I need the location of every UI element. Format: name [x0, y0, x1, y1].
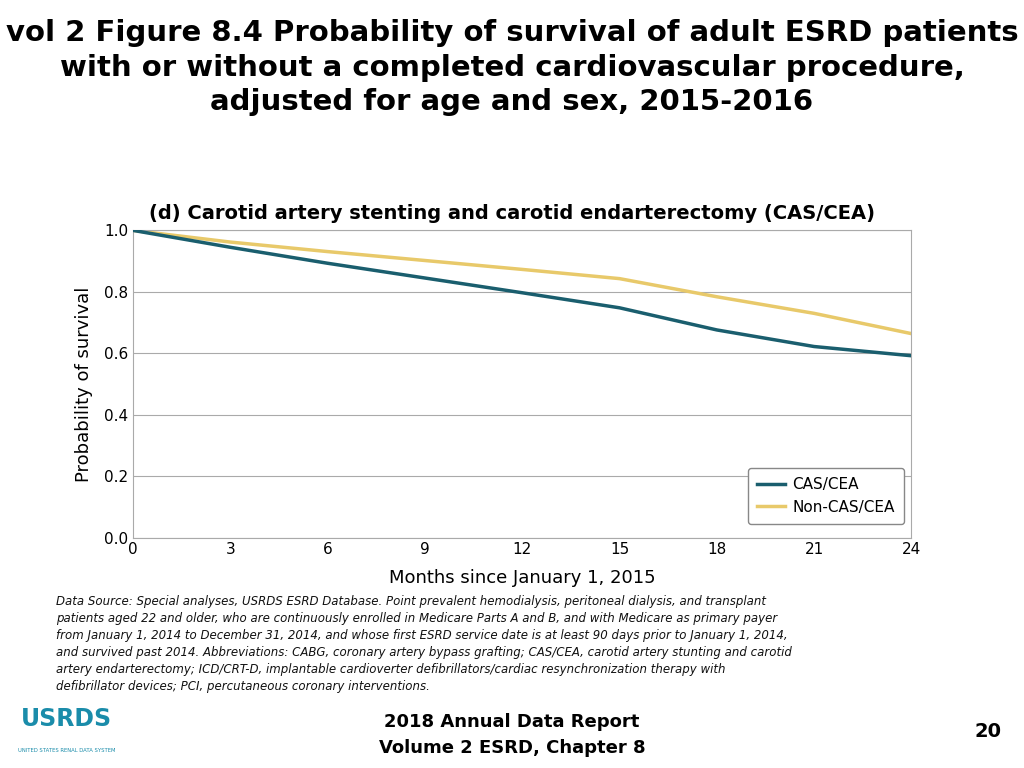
Text: vol 2 Figure 8.4 Probability of survival of adult ESRD patients
with or without : vol 2 Figure 8.4 Probability of survival…: [6, 19, 1018, 117]
Text: Data Source: Special analyses, USRDS ESRD Database. Point prevalent hemodialysis: Data Source: Special analyses, USRDS ESR…: [56, 595, 793, 694]
Non-CAS/CEA: [711, 292, 723, 301]
CAS/CEA: [419, 273, 431, 283]
Text: Volume 2 ESRD, Chapter 8: Volume 2 ESRD, Chapter 8: [379, 740, 645, 757]
Y-axis label: Probability of survival: Probability of survival: [75, 286, 93, 482]
CAS/CEA: [516, 288, 528, 297]
Non-CAS/CEA: [808, 309, 820, 318]
CAS/CEA: [322, 259, 334, 268]
CAS/CEA: [808, 342, 820, 351]
Non-CAS/CEA: [127, 226, 139, 235]
Text: (d) Carotid artery stenting and carotid endarterectomy (CAS/CEA): (d) Carotid artery stenting and carotid …: [150, 204, 874, 223]
Text: 20: 20: [975, 722, 1001, 741]
CAS/CEA: [224, 243, 237, 252]
Legend: CAS/CEA, Non-CAS/CEA: CAS/CEA, Non-CAS/CEA: [748, 468, 904, 524]
Line: CAS/CEA: CAS/CEA: [133, 230, 911, 356]
X-axis label: Months since January 1, 2015: Months since January 1, 2015: [389, 568, 655, 587]
Text: UNITED STATES RENAL DATA SYSTEM: UNITED STATES RENAL DATA SYSTEM: [17, 748, 116, 753]
Non-CAS/CEA: [516, 265, 528, 274]
Non-CAS/CEA: [322, 247, 334, 257]
CAS/CEA: [905, 351, 918, 360]
Non-CAS/CEA: [613, 274, 626, 283]
Text: 2018 Annual Data Report: 2018 Annual Data Report: [384, 713, 640, 731]
CAS/CEA: [613, 303, 626, 313]
CAS/CEA: [127, 226, 139, 235]
Non-CAS/CEA: [224, 237, 237, 247]
Non-CAS/CEA: [419, 256, 431, 265]
CAS/CEA: [711, 326, 723, 335]
Text: USRDS: USRDS: [22, 707, 112, 731]
Non-CAS/CEA: [905, 329, 918, 338]
Line: Non-CAS/CEA: Non-CAS/CEA: [133, 230, 911, 333]
